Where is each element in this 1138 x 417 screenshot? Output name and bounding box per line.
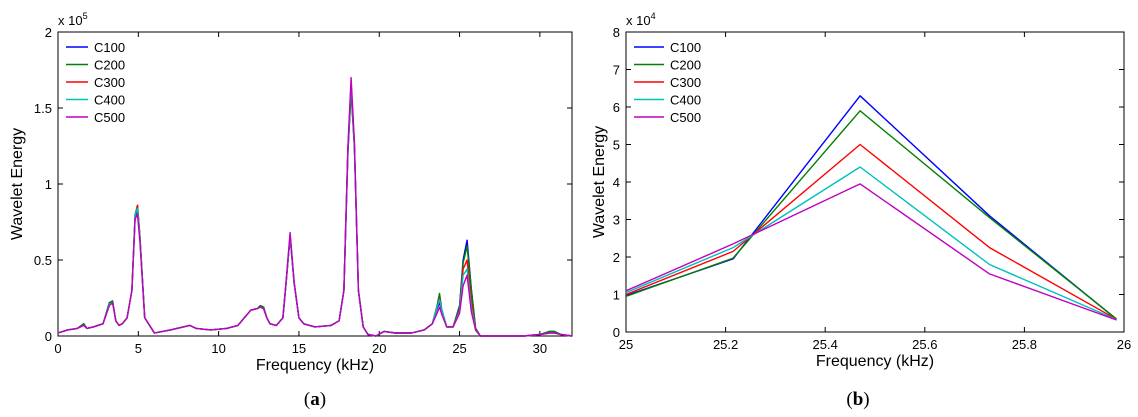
panel-a-x-axis-label: Frequency (kHz) <box>256 357 374 374</box>
legend-label-c200: C200 <box>94 58 125 73</box>
y-tick-label: 6 <box>613 100 620 115</box>
legend-label-c200: C200 <box>670 58 701 73</box>
x-tick-label: 25 <box>452 341 466 356</box>
y-tick-label: 1 <box>613 288 620 303</box>
panel-a-y-multiplier: x 105 <box>58 11 88 28</box>
x-tick-label: 25.4 <box>813 337 838 352</box>
panel-a-plot-area <box>57 31 573 337</box>
x-tick-label: 26 <box>1117 337 1131 352</box>
panel-b-y-axis-label: Wavelet Energy <box>591 126 608 238</box>
series-line-c200 <box>625 110 1117 320</box>
legend-label-c400: C400 <box>670 93 701 108</box>
panel-b-chart: 25 25.2 25.4 25.6 25.8 26 0 1 2 3 4 5 6 7 8 x 104 Freq… <box>591 11 1131 410</box>
series-line-c400 <box>625 166 1117 321</box>
y-tick-label: 0 <box>45 329 52 344</box>
legend-label-c300: C300 <box>94 75 125 90</box>
series-line-c300 <box>625 143 1117 320</box>
x-tick-label: 30 <box>533 341 547 356</box>
x-tick-label: 25.2 <box>713 337 738 352</box>
panel-a-y-axis-label: Wavelet Energy <box>9 128 26 240</box>
x-tick-label: 20 <box>372 341 386 356</box>
y-tick-label: 0.5 <box>34 253 52 268</box>
series-line-c500 <box>57 76 573 337</box>
y-tick-label: 3 <box>613 213 620 228</box>
panel-b-ticks: 25 25.2 25.4 25.6 25.8 26 0 1 2 3 4 5 6 7 8 <box>613 25 1131 352</box>
y-tick-label: 8 <box>613 25 620 40</box>
x-tick-label: 5 <box>135 341 142 356</box>
x-tick-label: 25 <box>619 337 633 352</box>
y-tick-label: 5 <box>613 138 620 153</box>
legend-label-c300: C300 <box>670 75 701 90</box>
x-tick-label: 25.8 <box>1012 337 1037 352</box>
y-tick-label: 1.5 <box>34 101 52 116</box>
legend-label-c100: C100 <box>94 40 125 55</box>
x-tick-label: 10 <box>211 341 225 356</box>
legend-label-c500: C500 <box>94 110 125 125</box>
legend-label-c500: C500 <box>670 110 701 125</box>
x-tick-label: 25.6 <box>912 337 937 352</box>
y-tick-label: 7 <box>613 63 620 78</box>
series-line-c500 <box>625 183 1117 321</box>
x-tick-label: 0 <box>54 341 61 356</box>
panel-a-series <box>57 76 573 337</box>
legend-label-c400: C400 <box>94 93 125 108</box>
panel-b-caption: (b) <box>846 389 869 410</box>
legend-label-c100: C100 <box>670 40 701 55</box>
y-tick-label: 4 <box>613 175 620 190</box>
y-tick-label: 2 <box>45 25 52 40</box>
panel-b-legend: C100 C200 C300 C400 C500 <box>634 40 701 125</box>
panel-b-series <box>625 95 1117 321</box>
y-tick-label: 0 <box>613 325 620 340</box>
panel-b-y-multiplier: x 104 <box>626 11 656 28</box>
panel-b-plot-area <box>625 31 1125 333</box>
panel-a-legend: C100 C200 C300 C400 C500 <box>66 40 125 125</box>
panel-a-caption: (a) <box>304 389 326 410</box>
panel-a-chart: 0 5 10 15 20 25 30 0 0.5 1 1.5 2 x 105 Frequency (k… <box>9 11 573 410</box>
y-tick-label: 1 <box>45 177 52 192</box>
x-tick-label: 15 <box>292 341 306 356</box>
panel-b-x-axis-label: Frequency (kHz) <box>816 353 934 370</box>
y-tick-label: 2 <box>613 250 620 265</box>
